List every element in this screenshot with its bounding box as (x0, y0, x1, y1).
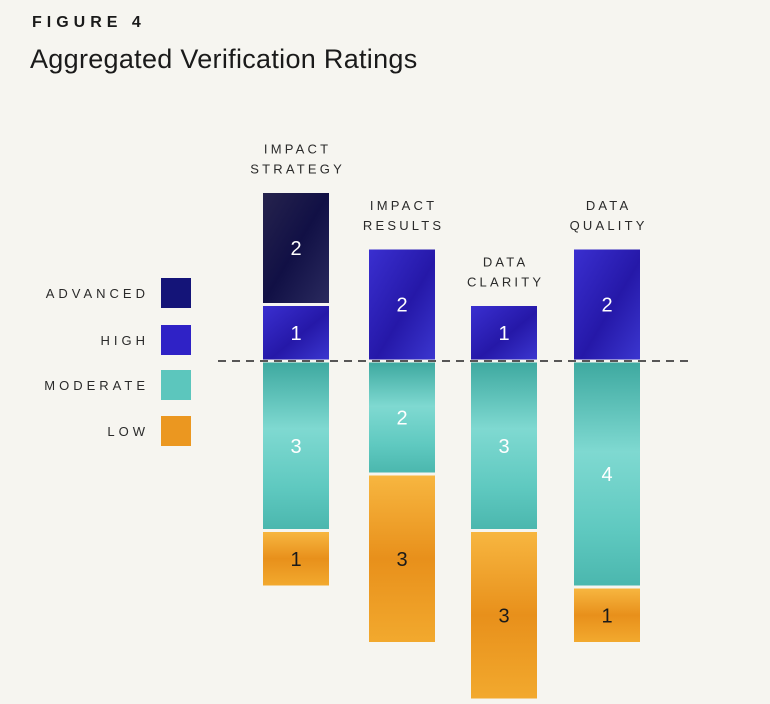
bar-data-clarity-low (471, 532, 537, 699)
legend-label-advanced: ADVANCED (46, 286, 149, 301)
bar-data-quality-moderate (574, 362, 640, 586)
category-label-impact-strategy-1: IMPACT (264, 142, 331, 157)
category-label-impact-strategy-2: STRATEGY (250, 162, 345, 177)
data-label-data-clarity-low: 3 (498, 605, 509, 627)
data-label-data-clarity-moderate: 3 (498, 436, 509, 458)
figure-label: FIGURE 4 (32, 14, 146, 31)
category-label-impact-results-2: RESULTS (363, 218, 444, 233)
data-label-impact-strategy-moderate: 3 (290, 436, 301, 458)
bar-impact-strategy-moderate (263, 362, 329, 529)
legend-label-low: LOW (107, 424, 149, 439)
data-label-data-quality-high: 2 (601, 295, 612, 317)
data-label-impact-results-high: 2 (396, 295, 407, 317)
data-label-impact-results-low: 3 (396, 549, 407, 571)
bar-data-clarity-high (471, 306, 537, 360)
category-label-data-clarity-2: CLARITY (467, 275, 544, 290)
bar-impact-strategy-high (263, 306, 329, 360)
legend-swatch-moderate (161, 370, 191, 400)
legend-swatch-advanced (161, 278, 191, 308)
data-label-data-quality-low: 1 (601, 605, 612, 627)
bar-impact-strategy-low (263, 532, 329, 586)
data-label-data-clarity-high: 1 (498, 323, 509, 345)
data-label-impact-strategy-advanced: 2 (290, 238, 301, 260)
legend-swatch-low (161, 416, 191, 446)
data-label-data-quality-moderate: 4 (601, 464, 612, 486)
bar-impact-results-low (369, 475, 435, 642)
legend-label-moderate: MODERATE (44, 378, 149, 393)
bar-impact-strategy-advanced (263, 193, 329, 303)
figure-title: Aggregated Verification Ratings (30, 44, 418, 74)
data-label-impact-strategy-low: 1 (290, 549, 301, 571)
category-label-data-clarity-1: DATA (483, 255, 529, 270)
data-label-impact-strategy-high: 1 (290, 323, 301, 345)
bar-data-quality-high (574, 249, 640, 360)
category-label-data-quality-2: QUALITY (570, 218, 648, 233)
bar-impact-results-moderate (369, 362, 435, 473)
bar-impact-results-high (369, 249, 435, 360)
legend-swatch-high (161, 325, 191, 355)
legend-label-high: HIGH (101, 333, 150, 348)
bar-data-clarity-moderate (471, 362, 537, 529)
data-label-impact-results-moderate: 2 (396, 408, 407, 430)
category-label-data-quality-1: DATA (586, 198, 632, 213)
category-label-impact-results-1: IMPACT (370, 198, 437, 213)
bar-data-quality-low (574, 588, 640, 642)
